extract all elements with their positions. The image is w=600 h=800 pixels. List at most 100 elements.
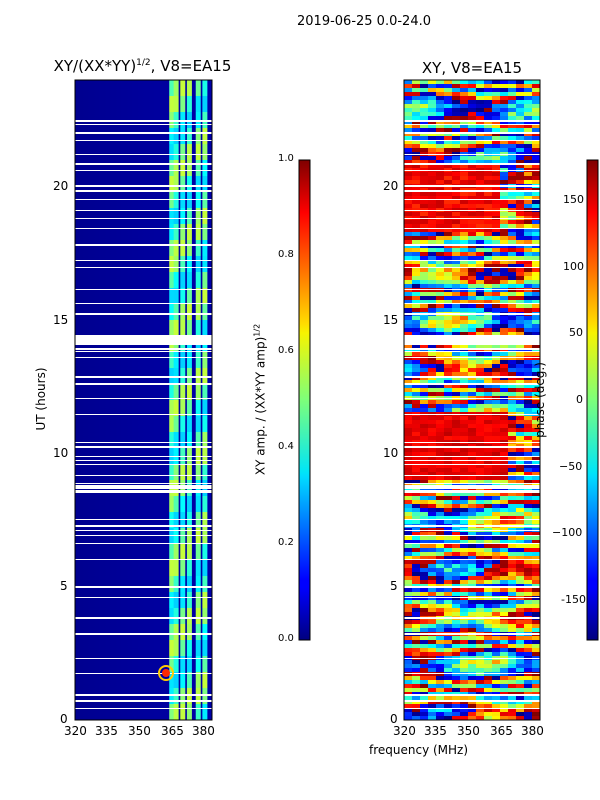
phase-cell: [404, 352, 412, 356]
phase-cell: [468, 324, 476, 328]
phase-cell: [428, 228, 436, 232]
phase-cell: [484, 712, 492, 716]
phase-cell: [500, 136, 508, 140]
phase-cell: [516, 96, 524, 100]
phase-cell: [444, 192, 452, 196]
phase-cell: [468, 176, 476, 180]
phase-cell: [436, 180, 444, 184]
phase-cell: [500, 704, 508, 708]
phase-cell: [476, 224, 484, 228]
flagged-row: [404, 535, 540, 536]
phase-cell: [476, 332, 484, 336]
phase-cell: [452, 392, 460, 396]
phase-cell: [428, 192, 436, 196]
phase-cell: [516, 540, 524, 544]
phase-cell: [516, 200, 524, 204]
phase-cell: [492, 212, 500, 216]
phase-cell: [444, 236, 452, 240]
phase-cell: [412, 516, 420, 520]
phase-cell: [532, 124, 540, 128]
phase-cell: [508, 608, 516, 612]
phase-cell: [452, 652, 460, 656]
amp-xtick-365: 365: [161, 724, 184, 738]
phase-cell: [436, 332, 444, 336]
phase-cell: [524, 436, 532, 440]
amp-channel-cell: [195, 240, 201, 256]
phase-cell: [508, 516, 516, 520]
phase-cell: [452, 364, 460, 368]
phase-cell: [404, 164, 412, 168]
flagged-row: [75, 303, 212, 304]
phase-cell: [524, 568, 532, 572]
phase-cell: [516, 624, 524, 628]
phase-cell: [444, 468, 452, 472]
phase-cell: [444, 604, 452, 608]
phase-cell: [412, 620, 420, 624]
phase-cell: [508, 424, 516, 428]
phase-cell: [492, 568, 500, 572]
phase-cell: [452, 228, 460, 232]
phase-cell: [492, 128, 500, 132]
phase-cell: [412, 556, 420, 560]
phase-cell: [444, 224, 452, 228]
amp-channel-cell: [186, 208, 192, 224]
phase-cell: [436, 368, 444, 372]
phase-cell: [468, 680, 476, 684]
panel-amp-title-main: XY/(XX*YY): [53, 57, 137, 75]
amp-channel-cell: [180, 272, 186, 288]
amp-channel-cell: [173, 128, 179, 144]
phase-cell: [532, 508, 540, 512]
phase-cell: [428, 360, 436, 364]
phase-cell: [460, 580, 468, 584]
phase-cell: [524, 420, 532, 424]
flagged-row: [404, 559, 540, 560]
amp-cbar-label-sup: 1/2: [252, 323, 262, 337]
phase-cell: [516, 664, 524, 668]
phase-cell: [524, 308, 532, 312]
phase-cell: [484, 368, 492, 372]
phase-cell: [508, 308, 516, 312]
amp-channel-cell: [169, 208, 175, 224]
phase-cell: [460, 192, 468, 196]
phase-cell: [404, 320, 412, 324]
phase-cell: [428, 448, 436, 452]
phase-cell: [420, 456, 428, 460]
amp-channel-cell: [169, 592, 175, 608]
flagged-row: [404, 530, 540, 531]
phase-cell: [532, 212, 540, 216]
phase-cell: [492, 200, 500, 204]
phase-cell: [468, 504, 476, 508]
phase-cell: [508, 548, 516, 552]
phase-cell: [508, 124, 516, 128]
flagged-row: [75, 708, 212, 709]
phase-cell: [492, 88, 500, 92]
phase-cell: [428, 164, 436, 168]
phase-cell: [524, 116, 532, 120]
amp-channel-cell: [169, 304, 175, 320]
phase-cell: [436, 112, 444, 116]
phase-cell: [452, 604, 460, 608]
phase-cell: [436, 652, 444, 656]
flagged-row: [75, 260, 212, 261]
amp-channel-cell: [173, 592, 179, 608]
phase-cell: [460, 104, 468, 108]
phase-cell: [484, 360, 492, 364]
phase-cell: [412, 404, 420, 408]
phase-cell: [420, 588, 428, 592]
phase-cell: [532, 696, 540, 700]
phase-cell: [508, 492, 516, 496]
phase-cell: [444, 508, 452, 512]
phase-cell: [500, 80, 508, 84]
phase-cell: [444, 108, 452, 112]
phase-cell: [420, 256, 428, 260]
phase-cell: [404, 536, 412, 540]
phase-cell: [468, 264, 476, 268]
phase-cell: [468, 668, 476, 672]
phase-cell: [444, 548, 452, 552]
phase-cell: [444, 256, 452, 260]
phase-cell: [412, 648, 420, 652]
phase-cbar-tick-50: 50: [569, 326, 583, 339]
phase-cell: [428, 544, 436, 548]
phase-cell: [412, 472, 420, 476]
phase-cell: [404, 416, 412, 420]
